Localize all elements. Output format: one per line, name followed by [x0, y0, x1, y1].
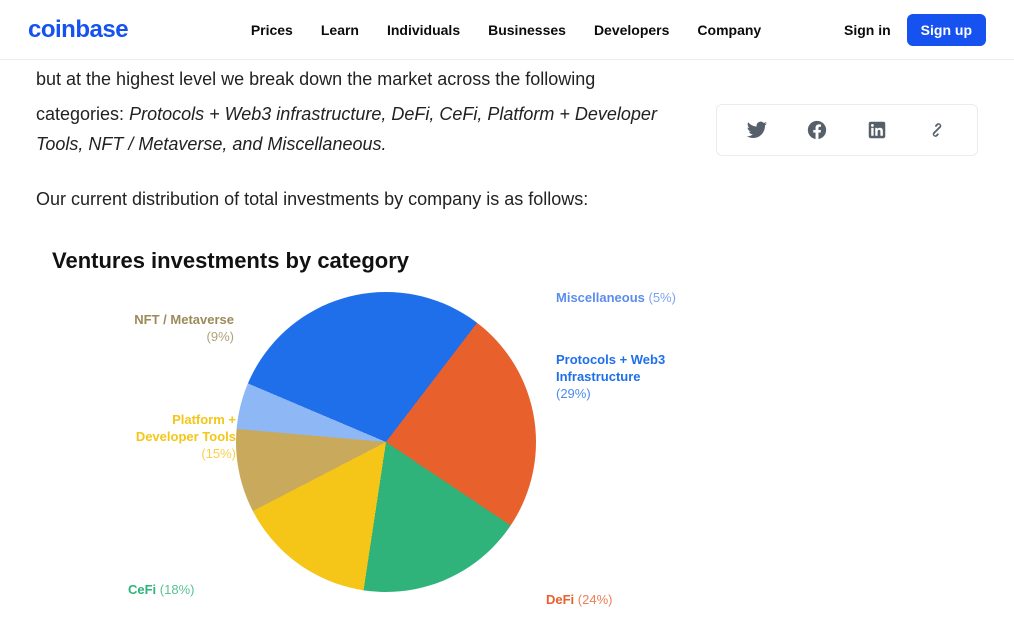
link-icon[interactable]	[926, 119, 948, 141]
pie-graphic	[236, 292, 536, 592]
article-lead: Our current distribution of total invest…	[36, 184, 676, 215]
pie-chart: Protocols + Web3Infrastructure(29%)DeFi …	[46, 282, 666, 642]
nav-individuals[interactable]: Individuals	[387, 22, 460, 38]
pie-label-protocols: Protocols + Web3Infrastructure(29%)	[556, 352, 696, 403]
pie-label-nft: NFT / Metaverse (9%)	[104, 312, 234, 346]
nav-prices[interactable]: Prices	[251, 22, 293, 38]
brand-logo[interactable]: coinbase	[28, 16, 128, 44]
article-para-italic: Protocols + Web3 infrastructure, DeFi, C…	[36, 104, 657, 155]
signup-button[interactable]: Sign up	[907, 14, 986, 46]
content: but at the highest level we break down t…	[0, 60, 1014, 642]
facebook-icon[interactable]	[806, 119, 828, 141]
chart-card: Ventures investments by category Protoco…	[36, 238, 676, 642]
linkedin-icon[interactable]	[866, 119, 888, 141]
article-fragment-top: but at the highest level we break down t…	[36, 64, 676, 95]
nav-businesses[interactable]: Businesses	[488, 22, 566, 38]
pie-label-platform: Platform +Developer Tools(15%)	[106, 412, 236, 463]
twitter-icon[interactable]	[746, 119, 768, 141]
pie-label-cefi: CeFi (18%)	[128, 582, 268, 599]
nav-developers[interactable]: Developers	[594, 22, 669, 38]
pie-label-misc: Miscellaneous (5%)	[556, 290, 696, 307]
share-box	[716, 104, 978, 156]
primary-nav: Prices Learn Individuals Businesses Deve…	[168, 22, 844, 38]
article-para-lead: categories:	[36, 104, 129, 124]
article-categories-line: categories: Protocols + Web3 infrastruct…	[36, 99, 676, 160]
topbar: coinbase Prices Learn Individuals Busine…	[0, 0, 1014, 60]
chart-title: Ventures investments by category	[52, 248, 666, 274]
article-body: but at the highest level we break down t…	[36, 60, 676, 642]
nav-learn[interactable]: Learn	[321, 22, 359, 38]
signin-link[interactable]: Sign in	[844, 22, 891, 38]
sidebar	[716, 60, 978, 642]
pie-label-defi: DeFi (24%)	[546, 592, 686, 609]
auth-controls: Sign in Sign up	[844, 14, 986, 46]
nav-company[interactable]: Company	[697, 22, 761, 38]
